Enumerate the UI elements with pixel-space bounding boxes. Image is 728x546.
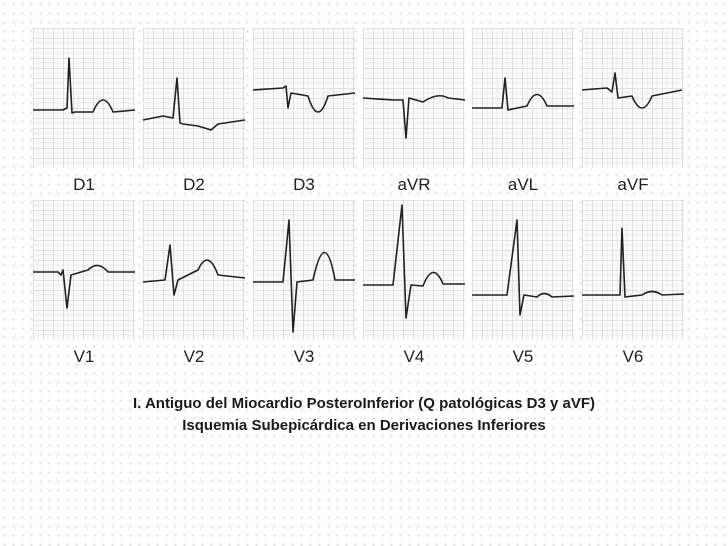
ecg-trace — [363, 204, 465, 319]
ecg-grid — [363, 200, 465, 340]
lead-label: D3 — [293, 175, 315, 194]
ecg-grid — [33, 28, 135, 168]
ecg-panel — [253, 200, 355, 340]
ecg-panel — [33, 200, 135, 340]
ecg-trace — [582, 227, 685, 298]
ecg-grid — [253, 200, 355, 340]
ecg-trace — [33, 264, 135, 309]
lead-label: V5 — [513, 347, 534, 366]
lead-label: aVR — [397, 175, 430, 194]
lead-label: aVL — [508, 175, 538, 194]
lead-label: V3 — [294, 347, 315, 366]
ecg-panel — [142, 28, 246, 168]
ecg-grid — [143, 200, 245, 340]
ecg-panel — [472, 200, 575, 340]
ecg-panel — [581, 28, 684, 168]
ecg-trace — [472, 219, 575, 316]
ecg-panel — [252, 28, 356, 168]
ecg-trace — [581, 72, 683, 109]
ecg-trace — [472, 77, 574, 111]
ecg-trace — [142, 244, 246, 296]
ecg-grid — [582, 200, 684, 340]
ecg-panel — [472, 28, 574, 168]
lead-label: D1 — [73, 175, 95, 194]
ecg-grid — [143, 28, 245, 168]
ecg-panel — [142, 200, 246, 340]
ecg-trace — [253, 219, 355, 333]
ecg-trace — [252, 85, 356, 113]
ecg-trace — [33, 57, 136, 114]
lead-label: V4 — [404, 347, 425, 366]
ecg-trace — [362, 94, 466, 139]
ecg-grid — [253, 28, 355, 168]
ecg-panel — [582, 200, 685, 340]
ecg-panels: D1 D2 D3 aVR aVL aVF V1 V2 V3 V4 V5 V6 — [33, 28, 685, 366]
caption-line: Isquemia Subepicárdica en Derivaciones I… — [182, 417, 545, 434]
lead-label: aVF — [617, 175, 648, 194]
ecg-panel — [363, 200, 465, 340]
ecg-grid — [33, 200, 135, 340]
lead-label: V6 — [623, 347, 644, 366]
ecg-grid — [472, 28, 574, 168]
ecg-panel — [33, 28, 136, 168]
caption-line: I. Antiguo del Miocardio PosteroInferior… — [133, 395, 595, 412]
ecg-trace — [142, 77, 246, 131]
ecg-panel — [362, 28, 466, 168]
lead-label: V2 — [184, 347, 205, 366]
lead-label: V1 — [74, 347, 95, 366]
lead-label: D2 — [183, 175, 205, 194]
ecg-grid — [472, 200, 574, 340]
